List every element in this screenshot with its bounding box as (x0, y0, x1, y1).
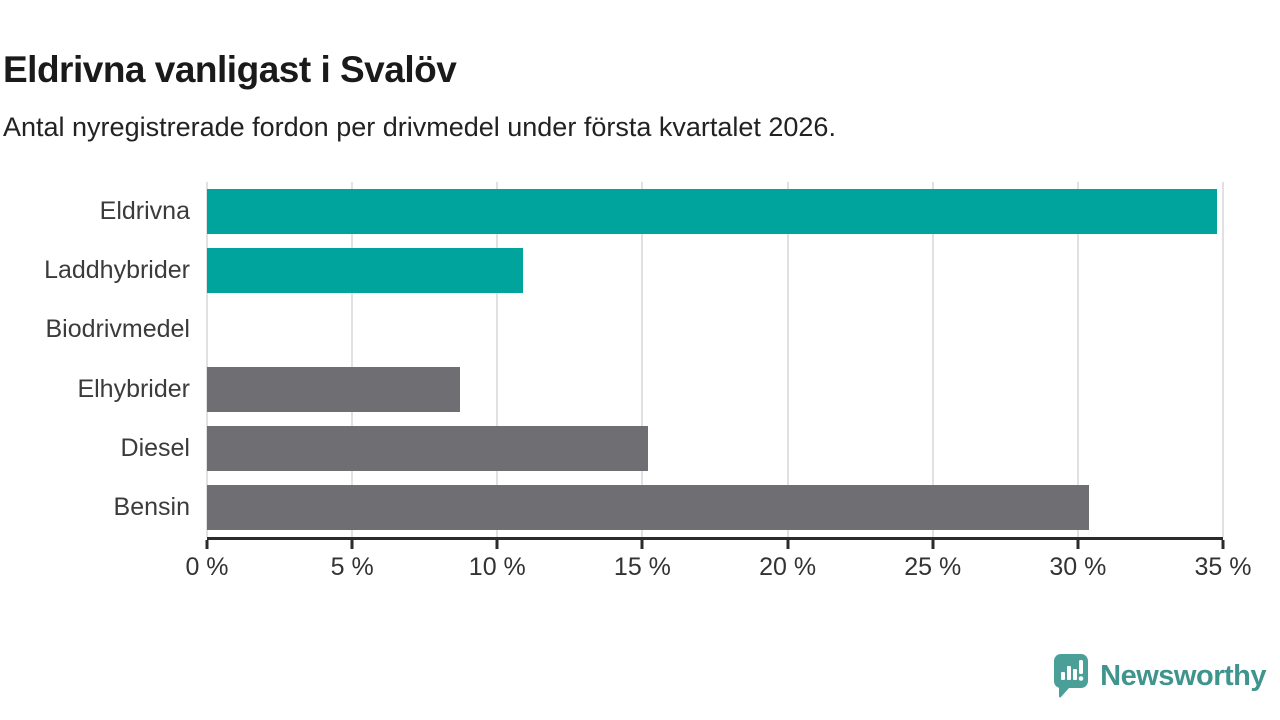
tick-mark (640, 540, 644, 549)
category-label: Laddhybrider (44, 256, 190, 285)
bar-area (207, 425, 1223, 471)
gridline (351, 182, 354, 537)
x-tick-label: 30 % (1049, 553, 1107, 581)
gridline (1076, 182, 1079, 537)
x-tick-label: 0 % (185, 553, 229, 581)
gridline (931, 182, 934, 537)
category-label: Bensin (113, 492, 190, 521)
tick-mark (931, 540, 935, 549)
bar-diesel (207, 425, 649, 471)
bar-area (207, 307, 1223, 352)
x-axis: 0 % 5 % 10 % 15 % 20 % 25 % 30 % 35 % (185, 537, 1251, 585)
category-label: Biodrivmedel (45, 315, 190, 344)
chart-row: Elhybrider (0, 360, 1223, 419)
chart-row: Laddhybrider (0, 241, 1223, 300)
gridline (496, 182, 499, 537)
bar-elhybrider (207, 366, 460, 412)
chart-row: Bensin (0, 478, 1223, 537)
x-tick-label: 20 % (759, 553, 817, 581)
bar-eldrivna (207, 189, 1218, 235)
chart-rows: Eldrivna Laddhybrider Biodrivmedel Elhybrid… (0, 182, 1223, 537)
gridlines (206, 182, 1224, 537)
logo-text: Newsworthy (1100, 659, 1266, 692)
bar-bensin (207, 484, 1090, 530)
gridline (641, 182, 644, 537)
chart-row: Eldrivna (0, 182, 1223, 241)
gridline (786, 182, 789, 537)
bar-area (207, 366, 1223, 412)
bar-area (207, 248, 1223, 294)
gridline (206, 182, 208, 537)
x-tick-label: 25 % (904, 553, 962, 581)
x-tick-label: 10 % (468, 553, 526, 581)
chart-row: Biodrivmedel (0, 300, 1223, 359)
x-tick-label: 15 % (613, 553, 671, 581)
bar-chart-speech-bubble-icon (1054, 654, 1089, 698)
tick-mark (786, 540, 790, 549)
bar-area (207, 189, 1223, 235)
category-label: Diesel (120, 433, 190, 462)
newsworthy-logo: Newsworthy (1052, 652, 1266, 700)
bar-area (207, 484, 1223, 530)
tick-mark (350, 540, 354, 549)
gridline (1222, 182, 1224, 537)
tick-mark (1221, 540, 1225, 549)
chart-subtitle: Antal nyregistrerade fordon per drivmede… (3, 112, 836, 142)
tick-mark (205, 540, 209, 549)
tick-mark (1076, 540, 1080, 549)
category-label: Eldrivna (99, 197, 190, 226)
x-tick-label: 5 % (330, 553, 374, 581)
chart-row: Diesel (0, 419, 1223, 478)
chart-title: Eldrivna vanligast i Svalöv (3, 48, 457, 90)
bar-laddhybrider (207, 248, 524, 294)
tick-mark (495, 540, 499, 549)
x-tick-label: 35 % (1194, 553, 1252, 581)
category-label: Elhybrider (77, 374, 190, 403)
